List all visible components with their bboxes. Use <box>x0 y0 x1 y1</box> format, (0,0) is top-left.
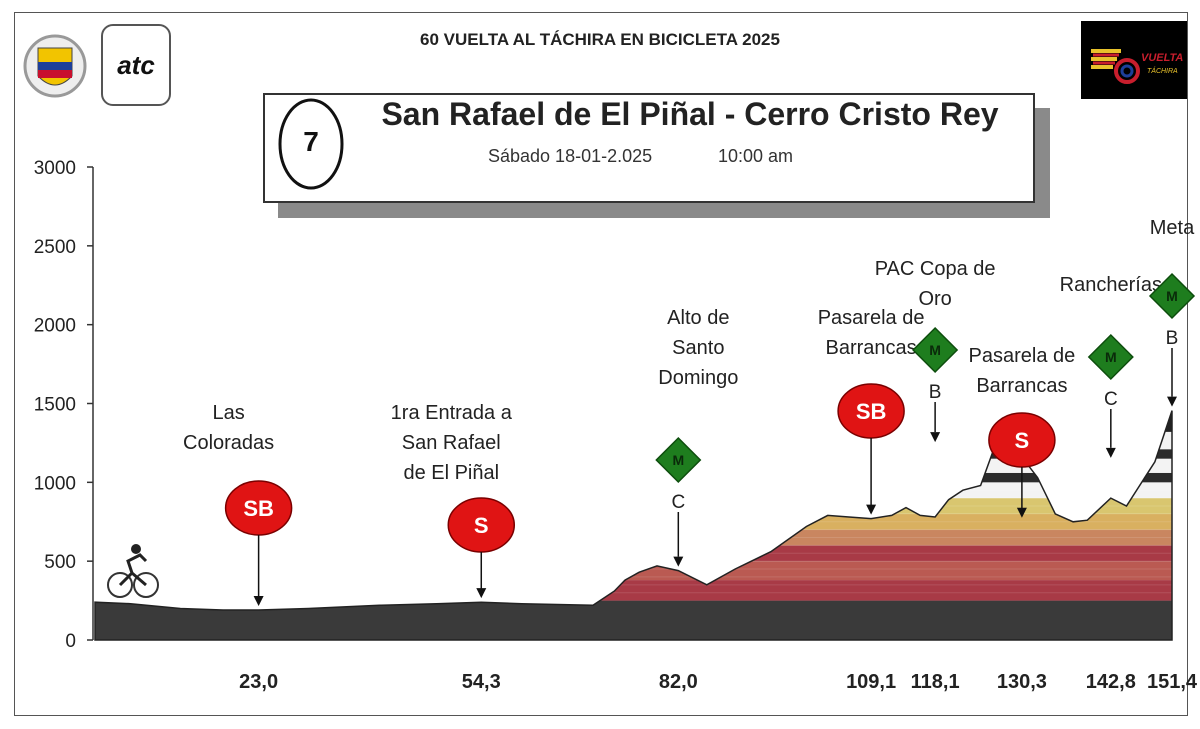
mountain-badge <box>1087 333 1134 381</box>
event-title: 60 VUELTA AL TÁCHIRA EN BICICLETA 2025 <box>420 30 780 49</box>
mountain-badge-label: M <box>929 342 941 358</box>
mountain-badge <box>912 326 959 374</box>
svg-text:VUELTA: VUELTA <box>1141 52 1183 64</box>
pointer-arrowhead <box>1167 396 1177 407</box>
federation-shield-logo <box>23 34 87 98</box>
chart-frame <box>14 12 1188 716</box>
pointer-arrowhead <box>1016 507 1027 518</box>
atc-logo: atc <box>101 24 171 106</box>
place-label: Pasarela de <box>969 345 1076 367</box>
km-label: 23,0 <box>239 671 278 693</box>
place-label: Barrancas <box>976 375 1067 397</box>
y-tick-label: 1000 <box>34 473 76 494</box>
place-label: Santo <box>672 337 724 359</box>
place-label: Coloradas <box>183 432 274 454</box>
mountain-badge-label: M <box>1105 349 1117 365</box>
place-label: Las <box>212 402 244 424</box>
elevation-bands <box>95 410 1172 640</box>
y-tick-label: 3000 <box>34 158 76 179</box>
km-label: 130,3 <box>997 671 1047 693</box>
cyclist-icon <box>107 544 159 598</box>
y-tick-label: 0 <box>65 631 76 652</box>
pointer-arrowhead <box>476 588 487 599</box>
stage-number-badge <box>278 98 344 190</box>
elevation-band-0 <box>95 600 1172 640</box>
cyclist-body <box>118 553 148 587</box>
pointer-arrowhead <box>1105 447 1116 458</box>
place-label: Barrancas <box>826 337 917 359</box>
place-label: Rancherías <box>1060 274 1162 296</box>
mountain-badge <box>1148 272 1196 320</box>
km-label: 109,1 <box>846 671 896 693</box>
place-label: Domingo <box>658 367 738 389</box>
km-label: 82,0 <box>659 671 698 693</box>
cyclist-head <box>131 544 141 554</box>
mountain-badge-label: M <box>672 452 684 468</box>
category-label: C <box>671 492 685 513</box>
stage-date: Sábado 18-01-2.025 <box>488 146 653 166</box>
km-label: 118,1 <box>911 671 960 693</box>
place-label: Alto de <box>667 307 729 329</box>
y-tick-label: 1500 <box>34 395 76 416</box>
stage-name: San Rafael de El Piñal - Cerro Cristo Re… <box>381 96 999 132</box>
cyclist-wheel-front <box>133 572 159 598</box>
y-tick-label: 500 <box>44 552 76 573</box>
atc-logo-text: atc <box>117 50 155 80</box>
pointer-arrowhead <box>930 432 941 443</box>
place-label: Oro <box>918 288 951 310</box>
y-tick-label: 2500 <box>34 237 76 258</box>
pointer-arrowhead <box>673 556 684 567</box>
place-label: de El Piñal <box>403 462 499 484</box>
category-label: B <box>929 382 942 403</box>
pointer-arrowhead <box>253 596 264 607</box>
profile-outline <box>94 410 1173 641</box>
place-label: San Rafael <box>402 432 501 454</box>
sprint-badge-label: S <box>1015 428 1030 453</box>
mountain-badge <box>655 436 702 484</box>
y-tick-label: 2000 <box>34 316 76 337</box>
km-label: 54,3 <box>462 671 501 693</box>
category-label: B <box>1166 328 1179 349</box>
sprint-badge-label: SB <box>243 496 274 521</box>
mountain-badge-label: M <box>1166 288 1178 304</box>
stage-number: 7 <box>303 126 319 157</box>
stage-title-box <box>263 93 1035 203</box>
vuelta-tachira-logo: VUELTA TÁCHIRA <box>1081 21 1187 99</box>
svg-text:TÁCHIRA: TÁCHIRA <box>1147 66 1178 75</box>
sprint-badge-label: SB <box>856 399 887 424</box>
place-label: Meta <box>1150 217 1195 239</box>
category-label: C <box>1104 389 1118 410</box>
cyclist-wheel-rear <box>107 572 133 598</box>
place-label: PAC Copa de <box>875 258 996 280</box>
place-label: Pasarela de <box>818 307 925 329</box>
pointer-arrowhead <box>866 504 877 515</box>
km-label: 151,4 <box>1147 671 1198 693</box>
km-label: 142,8 <box>1086 671 1136 693</box>
sprint-badge-label: S <box>474 513 489 538</box>
place-label: 1ra Entrada a <box>391 402 513 424</box>
stage-time: 10:00 am <box>718 146 794 166</box>
